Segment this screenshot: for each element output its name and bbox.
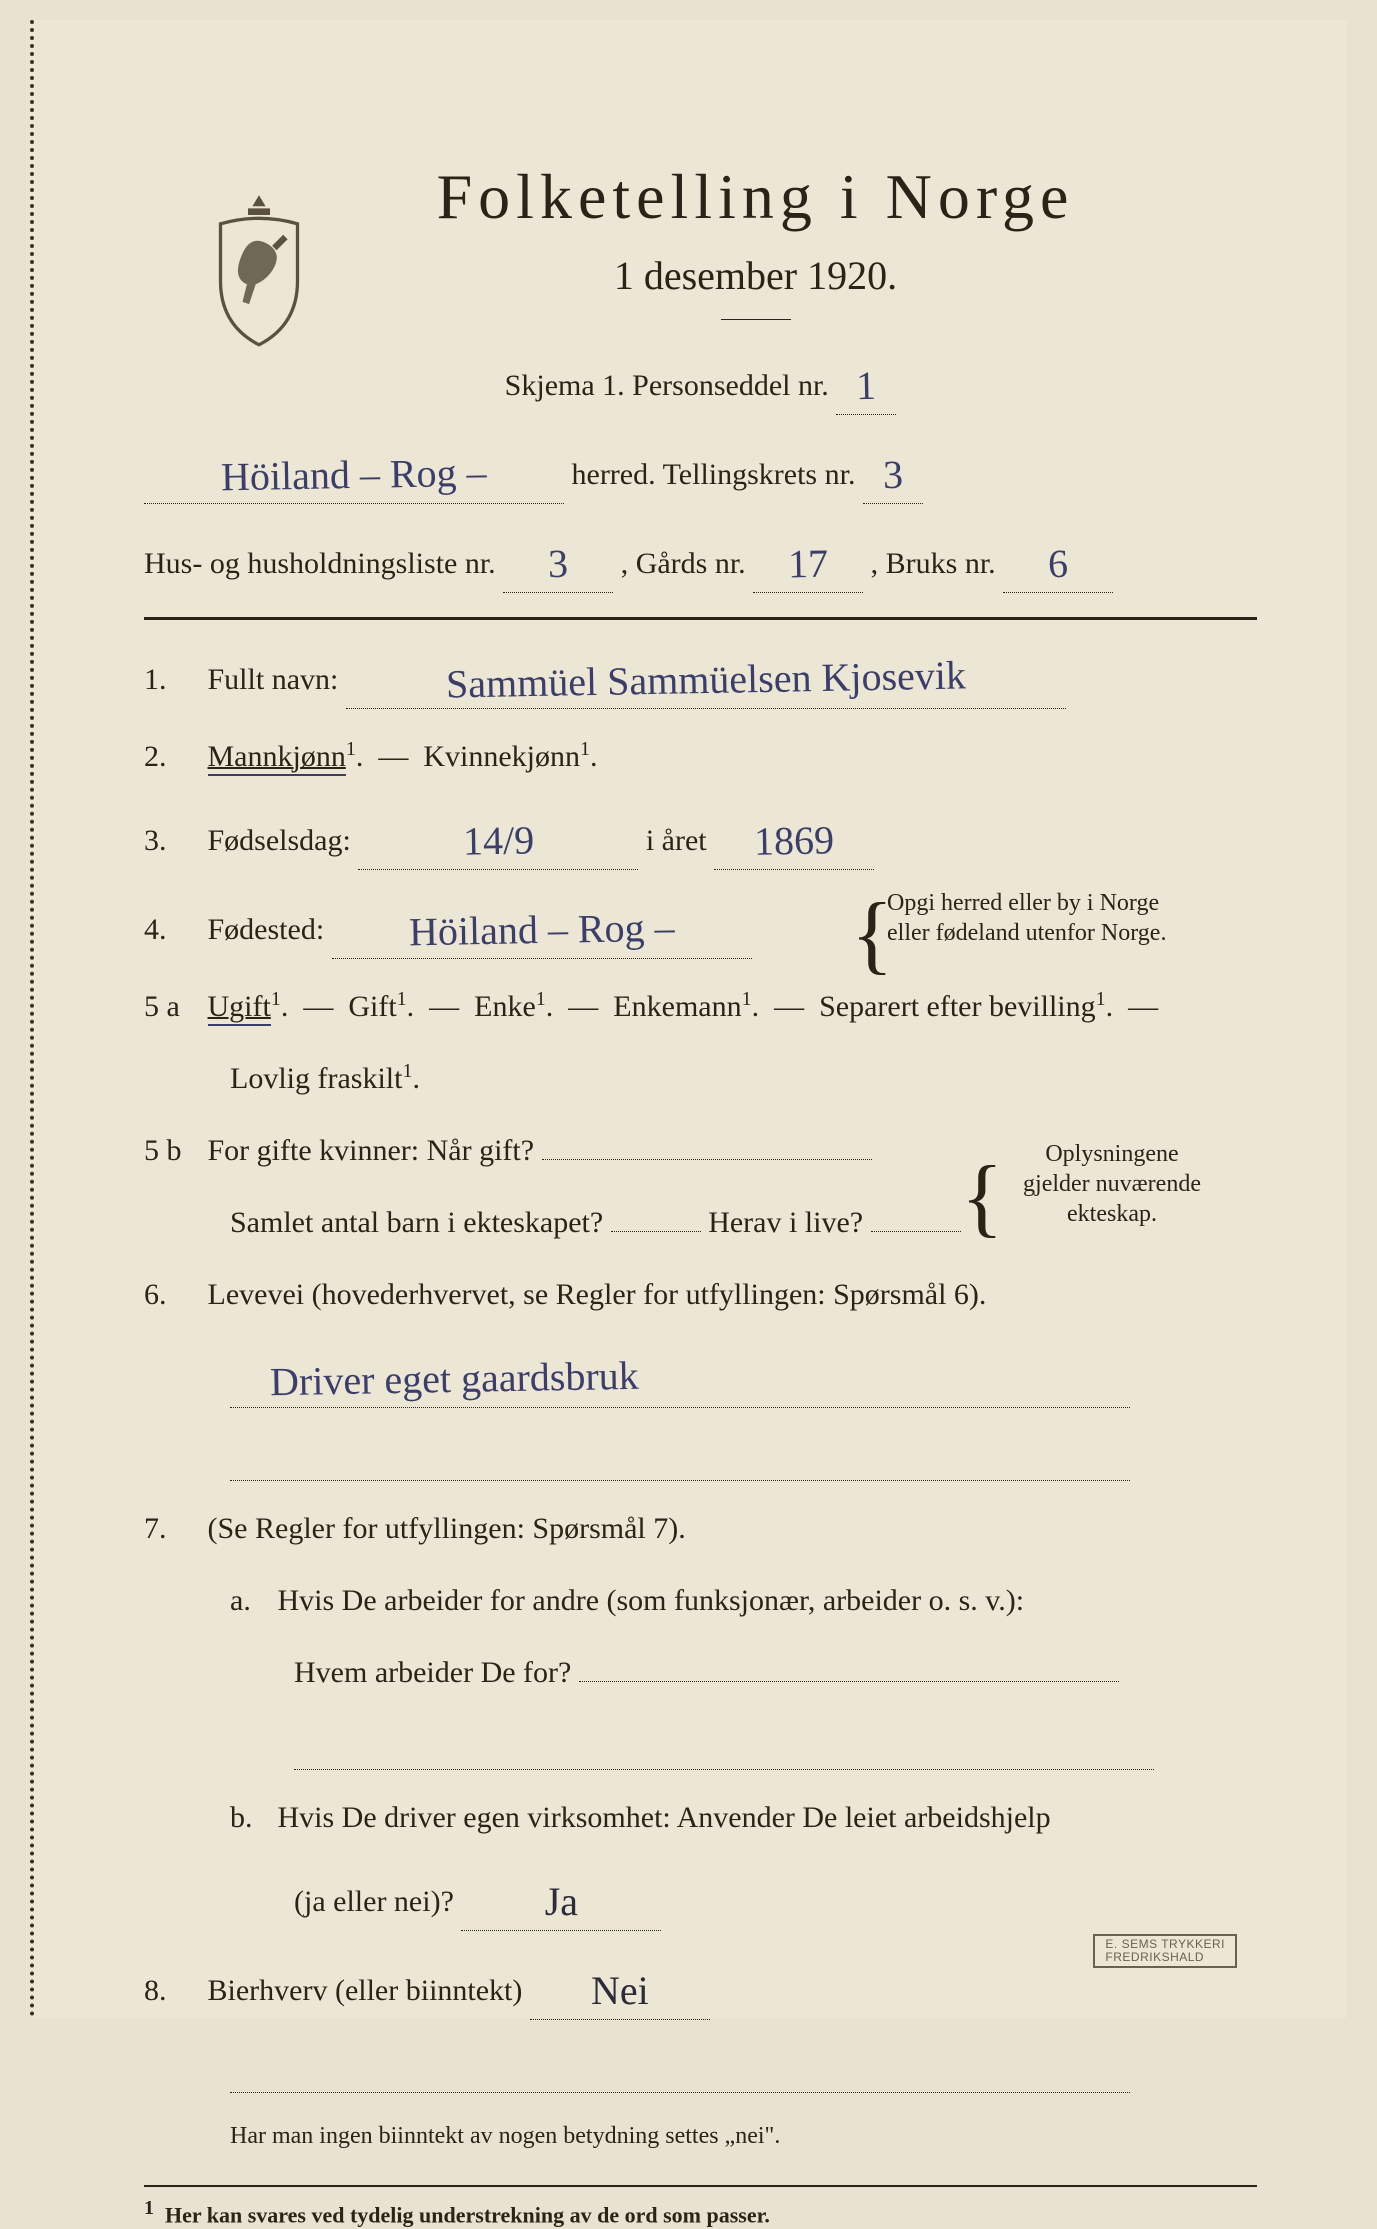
q5b-line1: 5 b For gifte kvinner: Når gift? { Oplys… [144, 1127, 1257, 1175]
herred-line: Höiland – Rog – herred. Tellingskrets nr… [144, 439, 1257, 504]
q7-line: 7. (Se Regler for utfyllingen: Spørsmål … [144, 1505, 1257, 1553]
bruks-label: , Bruks nr. [871, 547, 996, 580]
personseddel-nr: 1 [856, 354, 877, 418]
footnote-rule [144, 2185, 1257, 2187]
q3-day: 14/9 [462, 808, 534, 873]
q4-note: { Opgi herred eller by i Norge eller fød… [887, 888, 1247, 948]
q3-num: 3. [144, 817, 200, 865]
page-subtitle: 1 desember 1920. [254, 252, 1257, 299]
q7-num: 7. [144, 1505, 200, 1553]
q7a-line2: Hvem arbeider De for? [144, 1649, 1257, 1697]
footnote-line: 1 Her kan svares ved tydelig understrekn… [144, 2197, 1257, 2228]
q2-mann: Mannkjønn [208, 740, 346, 776]
q7b-line1: b. Hvis De driver egen virksomhet: Anven… [144, 1794, 1257, 1842]
gards-nr: 17 [788, 532, 829, 597]
tellingskrets-nr: 3 [882, 443, 903, 507]
q5b-line2: Samlet antal barn i ekteskapet? Herav i … [144, 1199, 1257, 1247]
husliste-label: Hus- og husholdningsliste nr. [144, 547, 496, 580]
section-rule [144, 617, 1257, 620]
q8-line: 8. Bierhverv (eller biinntekt) Nei [144, 1955, 1257, 2020]
herred-label: herred. Tellingskrets nr. [572, 458, 856, 491]
title-rule [721, 319, 791, 320]
gards-label: , Gårds nr. [621, 547, 746, 580]
herred-name: Höiland – Rog – [221, 441, 488, 510]
q4-value: Höiland – Rog – [408, 896, 675, 965]
q7-label: (Se Regler for utfyllingen: Spørsmål 7). [208, 1512, 686, 1545]
q1-value: Sammüel Sammüelsen Kjosevik [445, 643, 966, 716]
bruks-nr: 6 [1048, 532, 1069, 596]
q5b-num: 5 b [144, 1127, 200, 1175]
q3-mid: i året [646, 824, 707, 857]
q8-blank [144, 2044, 1257, 2093]
husliste-line: Hus- og husholdningsliste nr. 3 , Gårds … [144, 528, 1257, 593]
q8-num: 8. [144, 1967, 200, 2015]
q1-label: Fullt navn: [208, 663, 339, 696]
census-form-page: Folketelling i Norge 1 desember 1920. Sk… [30, 20, 1347, 2018]
q6-line: 6. Levevei (hovederhvervet, se Regler fo… [144, 1271, 1257, 1319]
husliste-nr: 3 [548, 532, 569, 596]
printer-stamp: E. SEMS TRYKKERI FREDRIKSHALD [1093, 1934, 1237, 1968]
q7b-value: Ja [545, 1870, 578, 1934]
q6-value-line: Driver eget gaardsbruk [144, 1343, 1257, 1408]
coat-of-arms-icon [204, 190, 314, 350]
q8-value: Nei [591, 1959, 649, 2023]
q7a-blank [144, 1721, 1257, 1770]
skjema-label: Skjema 1. Personseddel nr. [505, 369, 829, 402]
q2-line: 2. Mannkjønn1. — Kvinnekjønn1. [144, 733, 1257, 781]
q4-num: 4. [144, 906, 200, 954]
q1-line: 1. Fullt navn: Sammüel Sammüelsen Kjosev… [144, 644, 1257, 709]
q6-blank-line [144, 1432, 1257, 1481]
q5a-ugift: Ugift [208, 990, 271, 1026]
q8-label: Bierhverv (eller biinntekt) [208, 1974, 523, 2007]
q2-kvinne: Kvinnekjønn [423, 740, 580, 773]
page-title: Folketelling i Norge [254, 160, 1257, 234]
q3-label: Fødselsdag: [208, 824, 351, 857]
q4-line: 4. Fødested: Höiland – Rog – { Opgi herr… [144, 894, 1257, 959]
q7a-line1: a. Hvis De arbeider for andre (som funks… [144, 1577, 1257, 1625]
q6-num: 6. [144, 1271, 200, 1319]
q5a-line2: Lovlig fraskilt1. [144, 1055, 1257, 1103]
q5a-line: 5 a Ugift1. — Gift1. — Enke1. — Enkemann… [144, 983, 1257, 1031]
q6-value: Driver eget gaardsbruk [269, 1344, 639, 1414]
q5a-num: 5 a [144, 983, 200, 1031]
q3-line: 3. Fødselsdag: 14/9 i året 1869 [144, 805, 1257, 870]
q4-label: Fødested: [208, 913, 325, 946]
q6-label: Levevei (hovederhvervet, se Regler for u… [208, 1278, 987, 1311]
skjema-line: Skjema 1. Personseddel nr. 1 [144, 350, 1257, 415]
q3-year: 1869 [754, 808, 835, 873]
q7b-line2: (ja eller nei)? Ja [144, 1866, 1257, 1931]
q2-num: 2. [144, 733, 200, 781]
q1-num: 1. [144, 656, 200, 704]
foot1: Har man ingen biinntekt av nogen betydni… [144, 2117, 1257, 2155]
